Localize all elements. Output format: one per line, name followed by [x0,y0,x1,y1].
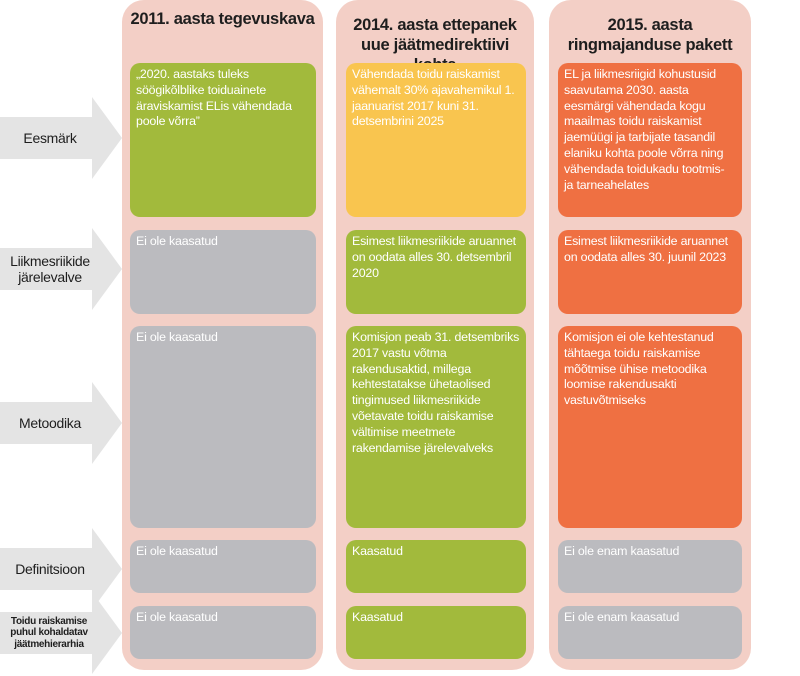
cell-eesmark-2011: „2020. aastaks tuleks söögikõlblike toid… [130,63,316,217]
row-arrow-jarelevalve: Liikmesriikide järelevalve [0,228,122,310]
arrow-shape-icon [0,592,122,674]
row-label-definitsioon: Definitsioon [15,561,85,577]
cell-definitsioon-2014: Kaasatud [346,540,526,593]
cell-jarelevalve-2011: Ei ole kaasatud [130,230,316,314]
cell-jarelevalve-2015: Esimest liikmesriikide aruannet on oodat… [558,230,742,314]
cell-eesmark-2014: Vähendada toidu raiskamist vähemalt 30% … [346,63,526,217]
cell-hierarhia-2014: Kaasatud [346,606,526,659]
arrow-shape-icon [0,228,122,310]
cell-jarelevalve-2014: Esimest liikmesriikide aruannet on oodat… [346,230,526,314]
arrow-shape-icon [0,528,122,610]
cell-metoodika-2014: Komisjon peab 31. detsembriks 2017 vastu… [346,326,526,528]
arrow-shape-icon [0,382,122,464]
row-arrow-metoodika: Metoodika [0,382,122,464]
cell-definitsioon-2015: Ei ole enam kaasatud [558,540,742,593]
row-label-metoodika: Metoodika [19,415,81,431]
cell-eesmark-2015: EL ja liikmesriigid kohustusid saavutama… [558,63,742,217]
column-header-2011: 2011. aasta tegevuskava [130,10,315,28]
cell-hierarhia-2015: Ei ole enam kaasatud [558,606,742,659]
cell-metoodika-2011: Ei ole kaasatud [130,326,316,528]
row-arrow-definitsioon: Definitsioon [0,528,122,610]
column-header-2015: 2015. aasta ringmajanduse pakett [567,16,733,54]
cell-definitsioon-2011: Ei ole kaasatud [130,540,316,593]
cell-metoodika-2015: Komisjon ei ole kehtestanud tähtaega toi… [558,326,742,528]
arrow-shape-icon [0,97,122,179]
row-label-jarelevalve: Liikmesriikide järelevalve [10,253,90,285]
row-label-eesmark: Eesmärk [23,130,77,146]
row-label-hierarhia: Toidu raiskamise puhul kohaldatav jäätme… [10,615,88,650]
cell-hierarhia-2011: Ei ole kaasatud [130,606,316,659]
row-arrow-eesmark: Eesmärk [0,97,122,179]
row-arrow-hierarhia: Toidu raiskamise puhul kohaldatav jäätme… [0,592,122,674]
